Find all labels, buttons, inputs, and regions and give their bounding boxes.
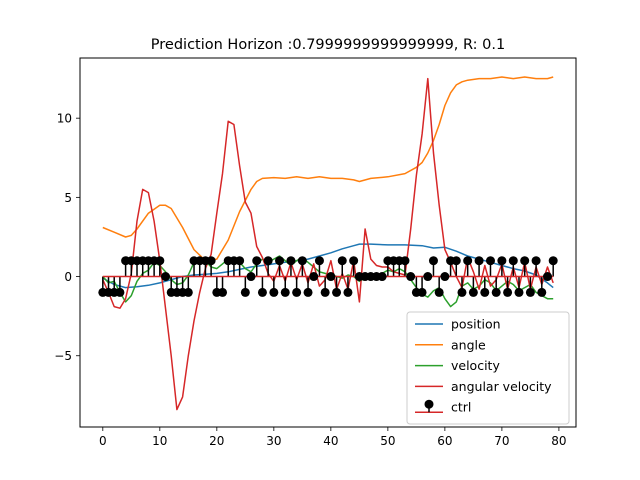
ctrl-marker: [314, 256, 324, 266]
x-tick-label: 50: [380, 434, 395, 448]
ctrl-marker: [457, 287, 467, 297]
ctrl-marker: [297, 256, 307, 266]
x-tick-label: 30: [266, 434, 281, 448]
ctrl-marker: [337, 256, 347, 266]
axes-frame: [79, 57, 577, 428]
y-tick-label: −5: [54, 349, 72, 363]
plot-area: 0 10 20 30 40 50 60 70 80 −5 0 5 10: [54, 57, 577, 448]
ctrl-marker: [269, 287, 279, 297]
series-line-angle: [102, 76, 554, 262]
ctrl-marker: [303, 287, 313, 297]
x-tick-label: 80: [551, 434, 566, 448]
ctrl-marker: [423, 272, 433, 282]
ctrl-marker: [463, 256, 473, 266]
legend-label-angle: angle: [451, 337, 486, 352]
ctrl-marker: [246, 272, 256, 282]
ctrl-marker: [263, 256, 273, 266]
ctrl-marker: [548, 256, 558, 266]
y-tick-label: 10: [57, 112, 72, 126]
legend-label-angular-velocity: angular velocity: [451, 379, 552, 394]
ctrl-marker: [183, 287, 193, 297]
ctrl-marker: [440, 272, 450, 282]
ctrl-marker: [468, 287, 478, 297]
chart-title: Prediction Horizon :0.7999999999999999, …: [151, 37, 505, 53]
x-tick-label: 70: [494, 434, 509, 448]
ctrl-marker: [286, 256, 296, 266]
ctrl-marker: [520, 256, 530, 266]
ctrl-marker: [400, 256, 410, 266]
x-axis: 0 10 20 30 40 50 60 70 80: [99, 427, 567, 448]
ctrl-marker: [434, 287, 444, 297]
ctrl-marker: [115, 287, 125, 297]
ctrl-marker: [377, 272, 387, 282]
ctrl-marker: [537, 287, 547, 297]
ctrl-marker: [497, 256, 507, 266]
x-tick-label: 40: [323, 434, 338, 448]
x-tick-label: 60: [437, 434, 452, 448]
legend-label-ctrl: ctrl: [451, 400, 471, 415]
y-tick-label: 5: [64, 191, 72, 205]
ctrl-marker: [485, 256, 495, 266]
ctrl-marker: [503, 287, 513, 297]
ctrl-marker: [275, 256, 285, 266]
ctrl-marker: [417, 287, 427, 297]
ctrl-marker: [235, 256, 245, 266]
ctrl-marker: [525, 287, 535, 297]
ctrl-marker: [451, 256, 461, 266]
ctrl-marker: [309, 272, 319, 282]
x-tick-label: 10: [152, 434, 167, 448]
ctrl-marker: [326, 272, 336, 282]
ctrl-marker: [542, 272, 552, 282]
ctrl-marker: [531, 256, 541, 266]
ctrl-marker: [349, 256, 359, 266]
y-tick-label: 0: [64, 270, 72, 284]
y-axis: −5 0 5 10: [54, 112, 80, 363]
ctrl-marker: [332, 287, 342, 297]
ctrl-marker: [428, 256, 438, 266]
ctrl-marker: [406, 272, 416, 282]
ctrl-marker: [491, 287, 501, 297]
series-line-angular-velocity: [102, 77, 554, 411]
ctrl-marker: [320, 287, 330, 297]
stem-layer: [98, 256, 558, 297]
ctrl-marker: [514, 287, 524, 297]
legend: position angle velocity angular velocity ctr…: [406, 311, 570, 425]
ctrl-marker: [508, 256, 518, 266]
ctrl-marker: [292, 287, 302, 297]
ctrl-marker: [474, 256, 484, 266]
legend-box: [406, 311, 570, 425]
ctrl-marker: [240, 287, 250, 297]
x-tick-label: 0: [99, 434, 107, 448]
ctrl-marker: [280, 287, 290, 297]
ctrl-marker: [155, 256, 165, 266]
ctrl-marker: [343, 287, 353, 297]
legend-label-velocity: velocity: [451, 358, 500, 373]
ctrl-marker: [257, 287, 267, 297]
ctrl-marker: [252, 256, 262, 266]
legend-swatch-ctrl-marker: [424, 399, 434, 409]
legend-label-position: position: [451, 317, 501, 332]
x-tick-label: 20: [209, 434, 224, 448]
ctrl-marker: [161, 272, 171, 282]
ctrl-marker: [480, 287, 490, 297]
ctrl-marker: [206, 256, 216, 266]
ctrl-marker: [218, 287, 228, 297]
